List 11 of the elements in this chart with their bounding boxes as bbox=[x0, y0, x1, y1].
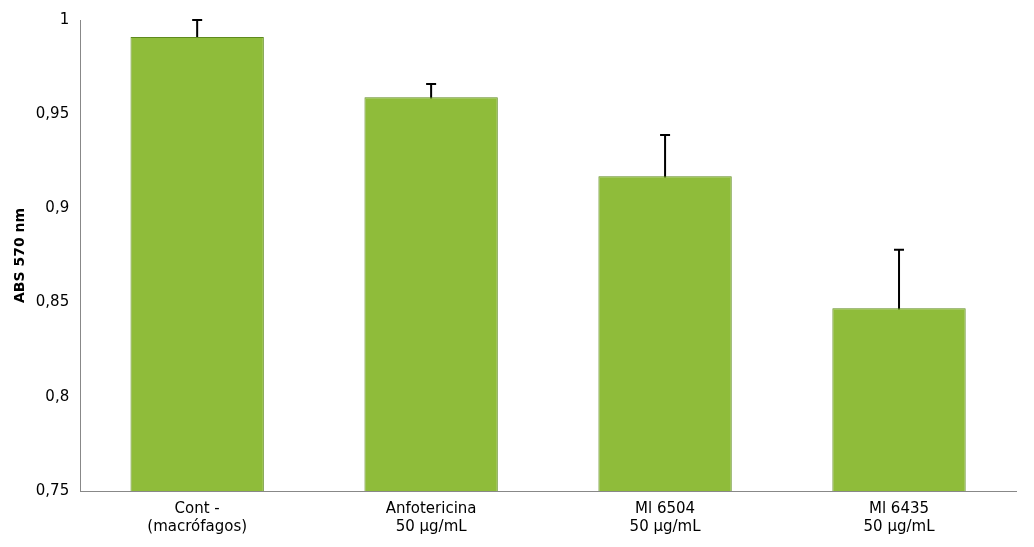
y-tick-label: 0,9 bbox=[45, 198, 70, 217]
y-tick-label: 1 bbox=[59, 9, 70, 28]
x-tick-label: Ml 6435 50 µg/mL bbox=[863, 498, 936, 535]
x-tick-label: Cont - (macrófagos) bbox=[147, 498, 248, 535]
x-tick-label: Ml 6504 50 µg/mL bbox=[629, 498, 702, 535]
y-tick-label: 0,75 bbox=[35, 480, 70, 499]
y-axis-title: ABS 570 nm bbox=[11, 207, 28, 304]
y-tick-label: 0,8 bbox=[45, 386, 70, 405]
x-tick-label: Anfotericina 50 µg/mL bbox=[385, 498, 477, 535]
y-tick-label: 0,95 bbox=[35, 104, 70, 123]
y-tick-label: 0,85 bbox=[35, 292, 70, 311]
